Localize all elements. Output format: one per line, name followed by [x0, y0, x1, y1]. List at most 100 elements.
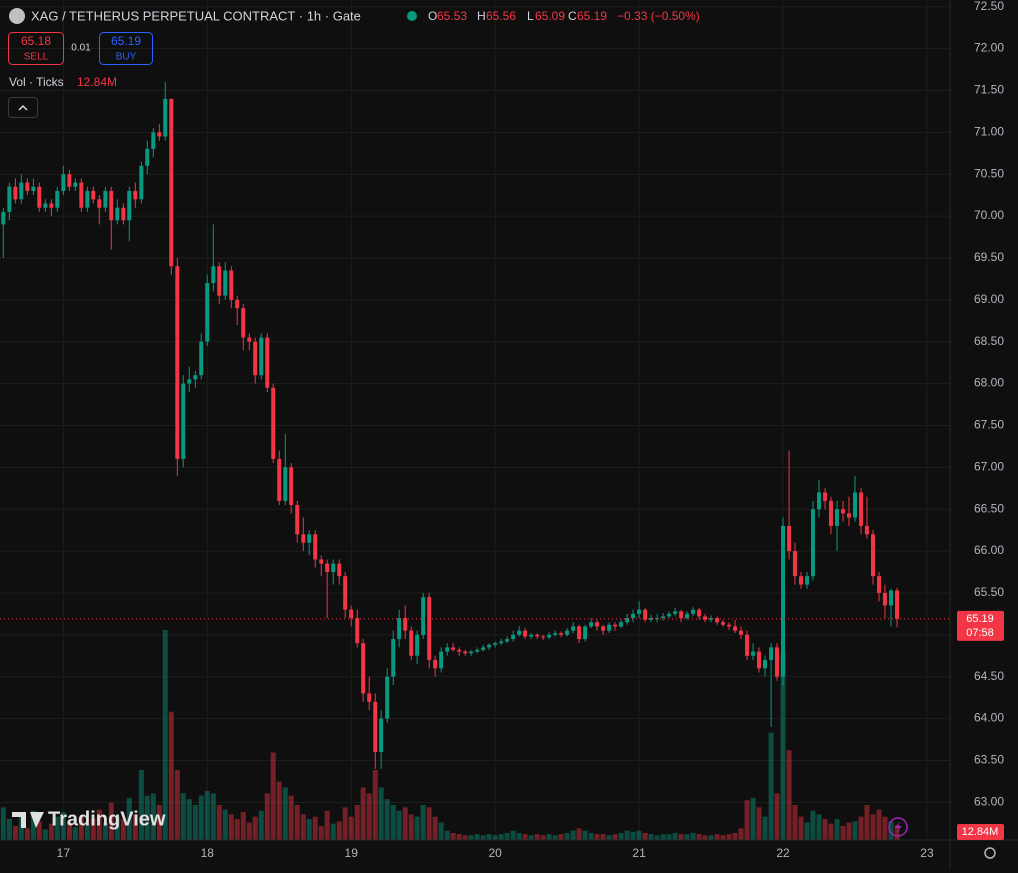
volume-bar [126, 798, 132, 840]
candle-body [253, 341, 258, 376]
volume-bar [492, 835, 498, 840]
candle-body [571, 626, 576, 631]
candle-body [541, 636, 546, 638]
candle-body [19, 182, 24, 200]
candle-body [361, 643, 366, 694]
volume-bar [444, 830, 450, 840]
settings-button[interactable] [984, 847, 996, 859]
volume-bar [60, 812, 66, 840]
candle-body [697, 609, 702, 617]
candle-body [529, 634, 534, 637]
candle-body [319, 559, 324, 564]
candle-body [109, 190, 114, 221]
volume-bar [558, 834, 564, 840]
candle-body [792, 551, 797, 577]
volume-bar [42, 829, 48, 840]
candle-body [1, 211, 6, 225]
candle-body [313, 534, 318, 560]
candle-body [553, 633, 558, 635]
volume-bar [0, 807, 6, 840]
volume-bar [306, 819, 312, 840]
volume-bar [12, 826, 18, 840]
candle-body [439, 651, 444, 669]
candle-body [613, 624, 618, 627]
volume-bar [96, 809, 102, 840]
x-tick-label: 22 [776, 846, 790, 860]
candle-body [535, 634, 540, 637]
volume-bar [312, 816, 318, 840]
volume-bar [882, 816, 888, 840]
volume-bar [588, 833, 594, 840]
volume-bar [288, 795, 294, 840]
x-tick-label: 21 [632, 846, 646, 860]
candle-body [727, 624, 732, 627]
volume-bar [408, 814, 414, 840]
candle-body [43, 203, 48, 208]
candle-body [7, 186, 12, 212]
volume-bar [768, 732, 774, 840]
volume-bar [600, 834, 606, 840]
volume-bar [366, 793, 372, 840]
candle-body [673, 611, 678, 614]
volume-bar [576, 828, 582, 840]
ohlc-letter: O [428, 9, 437, 23]
volume-layer [0, 630, 900, 840]
volume-bar [708, 835, 714, 840]
candle-body [415, 634, 420, 656]
candle-body [870, 534, 875, 577]
candle-body [846, 513, 851, 518]
collapse-button[interactable] [8, 97, 38, 118]
volume-bar [504, 833, 510, 840]
candle-body [307, 534, 312, 543]
candle-body [295, 505, 300, 535]
volume-bar [84, 824, 90, 840]
y-tick-label: 71.50 [974, 83, 1004, 97]
volume-bar [648, 834, 654, 840]
x-tick-label: 20 [488, 846, 502, 860]
volume-bar [582, 830, 588, 840]
volume-bar [720, 835, 726, 840]
candle-body [877, 576, 882, 593]
ohlc-letter: H [477, 9, 486, 23]
candle-body [864, 525, 869, 535]
candle-body [679, 611, 684, 619]
volume-bar [426, 807, 432, 840]
candle-body [67, 174, 72, 187]
candle-body [835, 509, 840, 526]
volume-bar [342, 807, 348, 840]
brand-name: TradingView [48, 808, 166, 830]
volume-bar [798, 816, 804, 840]
volume-bar [732, 833, 738, 840]
y-tick-label: 68.50 [974, 334, 1004, 348]
volume-bar [564, 833, 570, 840]
candle-body [247, 337, 252, 342]
candle-body [301, 534, 306, 543]
volume-bar [390, 805, 396, 840]
candle-body [487, 644, 492, 648]
volume-bar [372, 770, 378, 840]
volume-legend-value: 12.84M [77, 75, 117, 89]
candle-body [397, 618, 402, 640]
buy-button[interactable] [99, 32, 153, 65]
volume-bar [198, 795, 204, 840]
volume-bar [552, 835, 558, 840]
candle-body [31, 186, 36, 191]
lightning-button[interactable] [888, 817, 908, 837]
volume-bar [396, 810, 402, 840]
candle-body [888, 590, 893, 606]
ohlc-value: 65.56 [486, 9, 516, 23]
candle-body [841, 509, 846, 514]
candle-body [859, 492, 864, 526]
volume-bar [162, 630, 168, 840]
candle-body [451, 647, 456, 650]
x-tick-label: 19 [345, 846, 359, 860]
volume-bar [330, 823, 336, 840]
y-tick-label: 71.00 [974, 124, 1004, 138]
spread: 0.01 [71, 43, 91, 54]
volume-bar [462, 835, 468, 840]
candle-body [781, 525, 786, 677]
sell-button[interactable] [8, 32, 64, 65]
y-tick-label: 63.50 [974, 753, 1004, 767]
